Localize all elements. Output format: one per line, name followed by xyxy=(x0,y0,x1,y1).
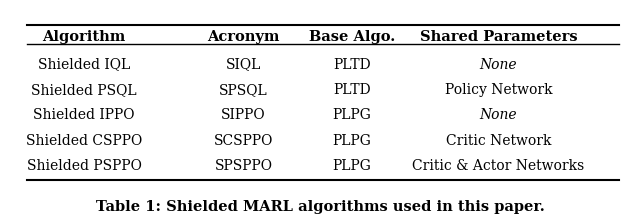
Text: Critic Network: Critic Network xyxy=(445,134,551,148)
Text: SIPPO: SIPPO xyxy=(221,108,266,122)
Text: Shielded IQL: Shielded IQL xyxy=(38,57,131,72)
Text: Critic & Actor Networks: Critic & Actor Networks xyxy=(412,159,584,173)
Text: SPSQL: SPSQL xyxy=(219,83,268,97)
Text: SCSPPO: SCSPPO xyxy=(214,134,273,148)
Text: PLTD: PLTD xyxy=(333,57,371,72)
Text: Shared Parameters: Shared Parameters xyxy=(420,30,577,44)
Text: Shielded PSQL: Shielded PSQL xyxy=(31,83,137,97)
Text: Shielded CSPPO: Shielded CSPPO xyxy=(26,134,142,148)
Text: Acronym: Acronym xyxy=(207,30,280,44)
Text: SPSPPO: SPSPPO xyxy=(214,159,273,173)
Text: Shielded PSPPO: Shielded PSPPO xyxy=(27,159,141,173)
Text: None: None xyxy=(479,108,517,122)
Text: Shielded IPPO: Shielded IPPO xyxy=(33,108,135,122)
Text: Base Algo.: Base Algo. xyxy=(308,30,395,44)
Text: SIQL: SIQL xyxy=(226,57,261,72)
Text: PLPG: PLPG xyxy=(332,108,371,122)
Text: None: None xyxy=(479,57,517,72)
Text: PLTD: PLTD xyxy=(333,83,371,97)
Text: Policy Network: Policy Network xyxy=(445,83,552,97)
Text: Algorithm: Algorithm xyxy=(43,30,126,44)
Text: PLPG: PLPG xyxy=(332,159,371,173)
Text: PLPG: PLPG xyxy=(332,134,371,148)
Text: Table 1: Shielded MARL algorithms used in this paper.: Table 1: Shielded MARL algorithms used i… xyxy=(95,200,545,214)
